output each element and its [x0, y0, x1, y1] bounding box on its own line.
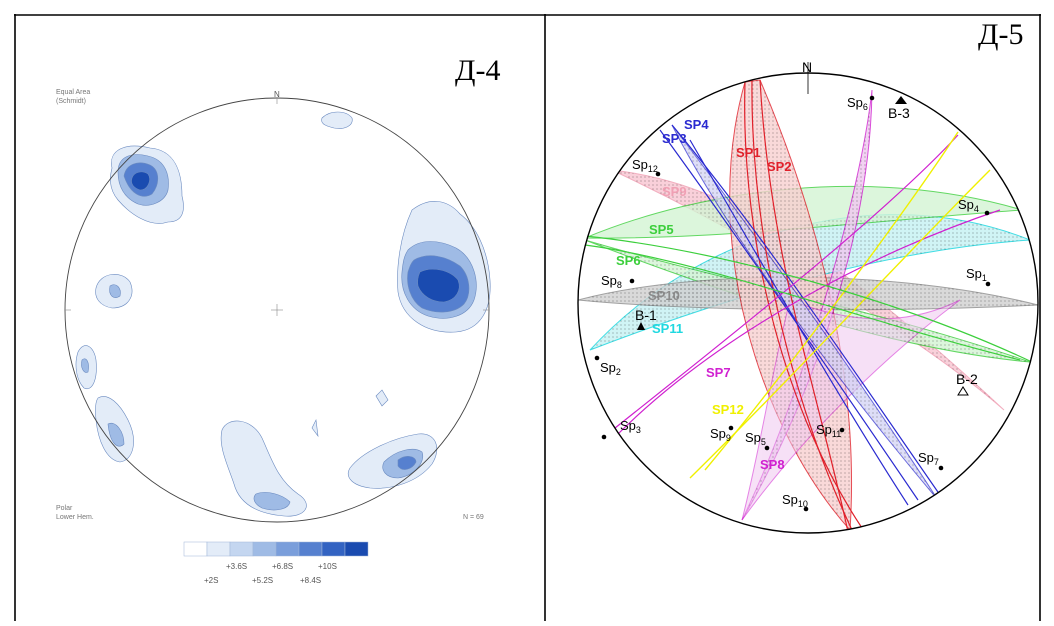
pole-label-sp1: Sp1: [966, 266, 987, 283]
north-label-right: N: [802, 59, 812, 75]
pole-label-sp6: Sp6: [847, 95, 868, 112]
table-borders: [14, 14, 1041, 621]
label-sp6: SP6: [616, 253, 641, 268]
borehole-b3-marker: [895, 96, 907, 104]
legend-label-bottom-2: +5.2S: [252, 576, 273, 585]
projection-type-label: Equal Area: [56, 89, 90, 96]
plot-type-label: Polar: [56, 505, 73, 512]
label-sp12: SP12: [712, 402, 744, 417]
legend-swatch-1: [183, 541, 208, 557]
pole-label-sp2: Sp2: [600, 360, 621, 377]
great-circles: [578, 79, 1038, 533]
borehole-b2-label: B-2: [956, 371, 978, 387]
pole-point-sp6: [869, 95, 875, 101]
panel-label-d4: Д-4: [455, 54, 500, 87]
center-cross: [65, 98, 489, 316]
pole-point-sp3: [601, 434, 607, 440]
pole-point-sp12: [655, 171, 661, 177]
legend-label-top-2: +6.8S: [272, 562, 293, 571]
legend-swatch-3: [229, 541, 254, 557]
legend-swatch-6: [298, 541, 323, 557]
pole-point-sp9: [728, 425, 734, 431]
label-sp4: SP4: [684, 117, 709, 132]
label-sp7: SP7: [706, 365, 731, 380]
pole-label-sp8: Sp8: [601, 273, 622, 290]
label-sp3: SP3: [662, 131, 687, 146]
label-sp5: SP5: [649, 222, 674, 237]
pole-label-sp3: Sp3: [620, 418, 641, 435]
label-sp9: SP9: [662, 184, 687, 199]
projection-name-label: (Schmidt): [56, 98, 86, 105]
borehole-b3-label: B-3: [888, 105, 910, 121]
label-sp1: SP1: [736, 145, 761, 160]
label-sp8: SP8: [760, 457, 785, 472]
legend-swatch-8: [344, 541, 369, 557]
legend-swatch-2: [206, 541, 231, 557]
pole-label-sp7: Sp7: [918, 450, 939, 467]
pole-point-sp5: [764, 445, 770, 451]
legend-swatch-5: [275, 541, 300, 557]
pole-label-sp9: Sp9: [710, 426, 731, 443]
density-contours: [75, 111, 491, 517]
label-sp10: SP10: [648, 288, 680, 303]
legend-swatch-7: [321, 541, 346, 557]
data-count-label: N = 69: [463, 514, 484, 521]
hemisphere-label: Lower Hem.: [56, 514, 94, 521]
borehole-b1-marker: [637, 322, 645, 330]
legend-swatch-4: [252, 541, 277, 557]
pole-label-sp5: Sp5: [745, 430, 766, 447]
pole-point-sp2: [594, 355, 600, 361]
label-sp2: SP2: [767, 159, 792, 174]
pole-label-sp4: Sp4: [958, 197, 979, 214]
borehole-b2-marker: [957, 386, 969, 396]
boreholes: B-1 B-2 B-3: [635, 96, 978, 396]
right-stereonet-panel: Д-5: [577, 18, 1039, 534]
legend-swatches: [183, 541, 369, 557]
pole-point-sp4: [984, 210, 990, 216]
panel-label-d5: Д-5: [978, 18, 1023, 51]
legend-label-top-3: +10S: [318, 562, 337, 571]
pole-label-sp12: Sp12: [632, 157, 658, 174]
pole-label-sp10: Sp10: [782, 492, 808, 509]
north-label-left: N: [274, 90, 280, 99]
borehole-b1-label: B-1: [635, 307, 657, 323]
plane-labels: SP1 SP2 SP3 SP4 SP5 SP6 SP7 SP8 SP9 SP10…: [616, 117, 792, 472]
left-stereonet-panel: Д-4 Equal Area (Schmidt) N: [56, 54, 500, 585]
density-legend: +3.6S +6.8S +10S +2S +5.2S +8.4S: [183, 541, 369, 585]
legend-label-top-1: +3.6S: [226, 562, 247, 571]
pole-point-sp7: [938, 465, 944, 471]
pole-point-sp1: [985, 281, 991, 287]
pole-point-sp8: [629, 278, 635, 284]
legend-label-bottom-3: +8.4S: [300, 576, 321, 585]
legend-label-bottom-1: +2S: [204, 576, 218, 585]
label-sp11: SP11: [652, 321, 683, 336]
pole-point-sp11: [839, 427, 845, 433]
pole-point-sp10: [803, 506, 809, 512]
